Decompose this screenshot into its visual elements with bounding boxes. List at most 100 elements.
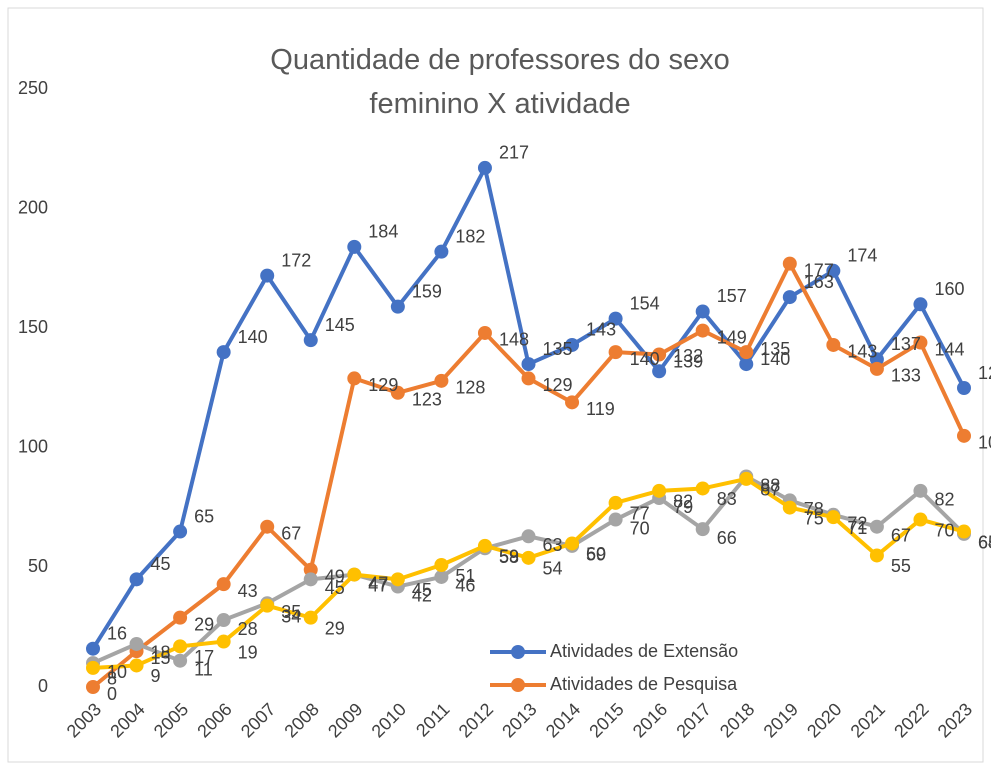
data-label: 9 [151, 666, 161, 686]
data-label: 140 [630, 349, 660, 369]
data-point [957, 428, 971, 443]
x-tick-label: 2006 [193, 699, 235, 741]
data-label: 43 [238, 581, 258, 601]
data-label: 8 [107, 669, 117, 689]
x-tick-label: 2022 [890, 699, 932, 741]
x-tick-label: 2014 [542, 699, 584, 741]
y-tick-label: 150 [18, 317, 48, 337]
data-point [782, 256, 797, 271]
data-point [739, 357, 754, 372]
data-point [216, 634, 231, 649]
data-label: 148 [499, 330, 529, 350]
data-point [608, 512, 623, 527]
x-tick-label: 2007 [237, 699, 279, 741]
data-label: 63 [543, 535, 563, 555]
data-label: 135 [760, 339, 790, 359]
data-label: 217 [499, 143, 529, 163]
data-label: 45 [412, 580, 432, 600]
data-point [303, 610, 318, 625]
data-label: 70 [934, 520, 954, 540]
data-point [565, 395, 580, 410]
data-point [216, 345, 231, 360]
data-point [608, 495, 623, 510]
data-point [390, 572, 405, 587]
data-point [521, 529, 536, 544]
data-label: 65 [978, 532, 991, 552]
data-label: 54 [543, 559, 563, 579]
data-label: 66 [717, 528, 737, 548]
data-label: 47 [368, 575, 388, 595]
data-point [695, 522, 710, 537]
data-point [434, 244, 449, 259]
data-label: 28 [238, 619, 258, 639]
data-label: 0 [107, 684, 117, 704]
data-point [957, 524, 971, 539]
data-point [739, 345, 754, 360]
x-tick-label: 2003 [63, 699, 105, 741]
data-label: 65 [194, 506, 214, 526]
x-tick-label: 2018 [716, 699, 758, 741]
data-point [129, 572, 144, 587]
data-label: 177 [804, 260, 834, 280]
data-point [390, 385, 405, 400]
data-label: 139 [673, 351, 703, 371]
chart-title: Quantidade de professores do sexo femini… [270, 44, 730, 120]
x-tick-label: 2013 [498, 699, 540, 741]
y-tick-label: 50 [28, 556, 48, 576]
data-label: 60 [586, 544, 606, 564]
data-point [913, 335, 928, 350]
data-point [826, 337, 841, 352]
y-tick-label: 250 [18, 78, 48, 98]
data-point [173, 639, 188, 654]
legend-label: Atividades de Extensão [550, 641, 738, 661]
data-point [521, 550, 536, 565]
data-point [521, 371, 536, 386]
data-point [216, 577, 231, 592]
data-label: 35 [281, 602, 301, 622]
x-tick-label: 2005 [150, 699, 192, 741]
data-point [782, 290, 797, 305]
data-point [477, 160, 492, 175]
data-label: 88 [760, 475, 780, 495]
data-point [86, 680, 100, 694]
data-point [86, 641, 100, 656]
data-label: 140 [760, 349, 790, 369]
data-label: 67 [891, 525, 911, 545]
data-label: 82 [934, 490, 954, 510]
data-point [390, 299, 405, 314]
data-point [260, 519, 275, 534]
data-label: 137 [891, 334, 921, 354]
data-point [695, 481, 710, 496]
data-point [565, 536, 580, 551]
data-label: 29 [325, 618, 345, 638]
data-label: 70 [630, 518, 650, 538]
data-label: 154 [630, 293, 660, 313]
data-label: 18 [151, 643, 171, 663]
data-label: 67 [281, 523, 301, 543]
data-label: 145 [325, 315, 355, 335]
data-label: 129 [368, 375, 398, 395]
data-point [695, 323, 710, 338]
data-point [913, 297, 928, 312]
data-point [86, 660, 100, 675]
y-tick-label: 100 [18, 437, 48, 457]
data-label: 46 [455, 576, 475, 596]
data-label: 125 [978, 363, 991, 383]
data-label: 129 [543, 375, 573, 395]
y-tick-label: 200 [18, 197, 48, 217]
x-tick-label: 2023 [934, 699, 976, 741]
data-label: 71 [847, 518, 867, 538]
x-tick-label: 2008 [280, 699, 322, 741]
data-point [695, 304, 710, 319]
data-label: 82 [673, 492, 693, 512]
data-label: 58 [499, 547, 519, 567]
data-label: 123 [412, 390, 442, 410]
data-point [216, 613, 231, 628]
data-point [434, 373, 449, 388]
data-point [521, 357, 536, 372]
x-tick-label: 2004 [106, 699, 148, 741]
data-point [913, 483, 928, 498]
data-label: 119 [586, 399, 615, 419]
data-point [347, 371, 362, 386]
data-label: 55 [891, 556, 911, 576]
